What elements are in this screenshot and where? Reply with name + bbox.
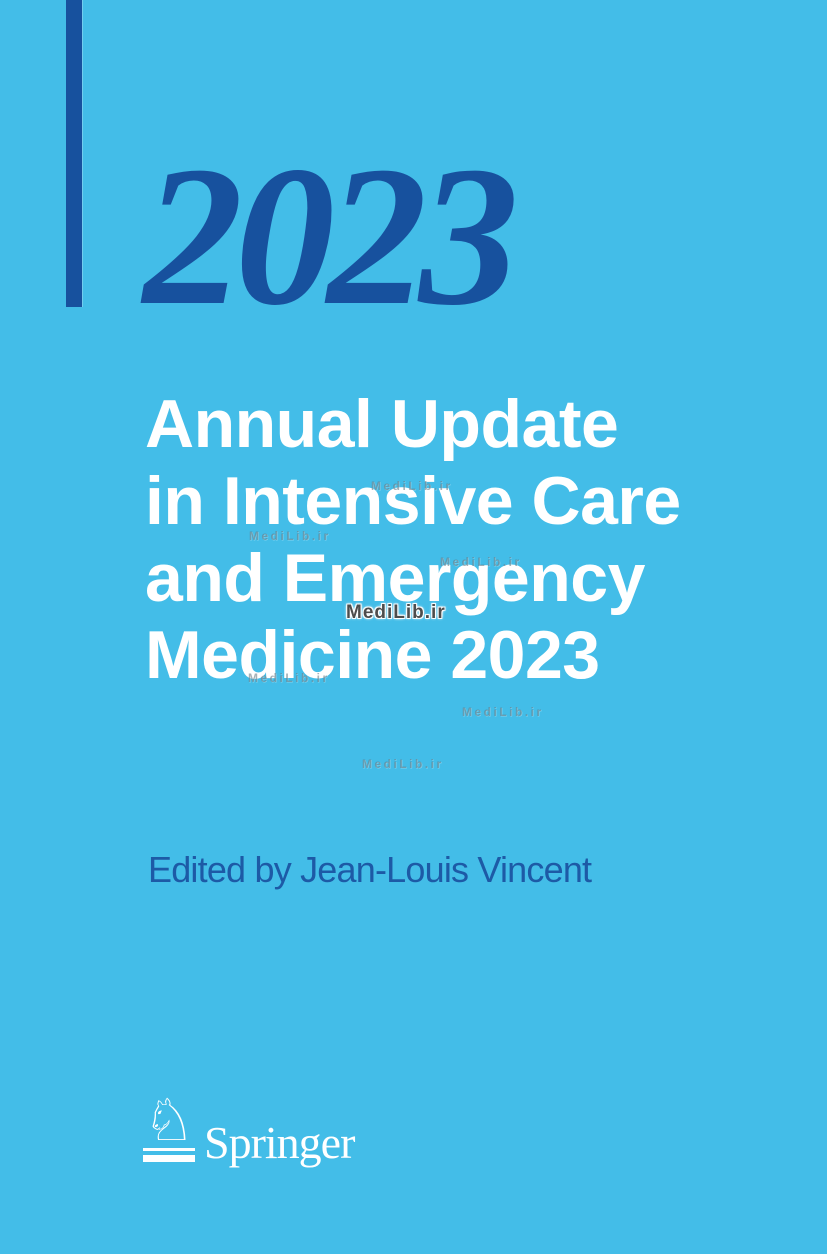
logo-baseline-thin: [143, 1148, 195, 1151]
watermark: MediLib.ir: [462, 705, 544, 719]
watermark: MediLib.ir: [362, 757, 444, 771]
logo-baseline-thick: [143, 1155, 195, 1162]
springer-horse-icon: ♘: [143, 1086, 195, 1154]
year-numeral: 2023: [143, 126, 519, 347]
publisher-name: Springer: [204, 1117, 355, 1168]
editor-credit: Edited by Jean-Louis Vincent: [148, 849, 592, 890]
title-line-1: Annual Update: [145, 386, 619, 462]
accent-bar: [66, 0, 82, 307]
title-line-3: and Emergency: [145, 540, 645, 616]
title-line-4: Medicine 2023: [145, 617, 600, 693]
springer-logo: ♘: [143, 1086, 195, 1162]
title-line-2: in Intensive Care: [145, 463, 681, 539]
book-title: Annual Update in Intensive Care and Emer…: [145, 386, 681, 694]
